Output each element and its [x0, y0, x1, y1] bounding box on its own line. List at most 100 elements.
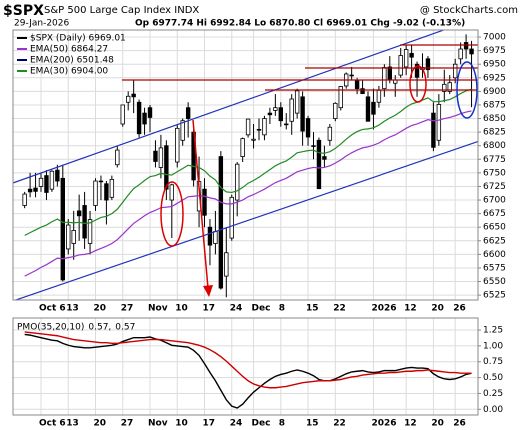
- legend-label: 0.57,: [88, 323, 111, 333]
- symbol: $SPX: [3, 3, 44, 19]
- candle-body: [180, 120, 185, 141]
- candle-body: [436, 104, 442, 141]
- candle-body: [169, 184, 174, 201]
- channel-lower: [13, 140, 478, 300]
- candle-body: [93, 180, 98, 206]
- y-tick-label: 6650: [483, 223, 506, 233]
- candle-body: [142, 112, 147, 125]
- candle-body: [452, 63, 458, 79]
- candle-body: [387, 66, 392, 81]
- x-tick-label: 20: [431, 304, 444, 314]
- candle-body: [267, 112, 273, 116]
- x-tick-label: 10: [175, 304, 188, 314]
- highlight-ellipse: [409, 65, 427, 103]
- series-line: [24, 110, 472, 277]
- x-tick-label: 17: [203, 304, 216, 314]
- plot-area: [24, 331, 472, 409]
- candle-body: [224, 252, 229, 277]
- candle-body: [98, 180, 104, 183]
- candle-body: [55, 169, 60, 182]
- series-line: [24, 333, 472, 409]
- legend-label: EMA(200) 6501.48: [30, 56, 114, 66]
- highlight-ellipse: [160, 181, 184, 247]
- candle-body: [322, 156, 327, 160]
- x-tick-label: 15: [306, 304, 319, 314]
- price-panel-frame: [12, 29, 479, 301]
- candle-body: [240, 138, 245, 157]
- x-tick-label: 8: [279, 304, 285, 314]
- source: @ StockCharts.com: [420, 5, 518, 16]
- x-tick-label: Dec: [252, 304, 271, 314]
- plot-area: [22, 34, 474, 298]
- x-tick-label: 26: [453, 304, 466, 314]
- candle-body: [284, 123, 289, 126]
- candle-body: [327, 126, 333, 141]
- candle-body: [409, 52, 414, 58]
- candle-body: [82, 205, 87, 239]
- y-tick-label: 0.00: [483, 405, 503, 415]
- x-tick-label: 13: [66, 419, 79, 429]
- candle-body: [273, 107, 278, 111]
- x-tick-label: 12: [404, 419, 417, 429]
- candle-body: [431, 112, 436, 148]
- y-tick-label: 0.25: [483, 389, 503, 399]
- candle-body: [147, 107, 153, 118]
- x-tick-label: 27: [121, 304, 134, 314]
- candle-body: [311, 145, 316, 147]
- x-tick-label: Nov: [148, 304, 168, 314]
- legend-label: EMA(30) 6904.00: [30, 67, 108, 77]
- candle-body: [49, 170, 55, 190]
- y-tick-label: 6725: [483, 182, 506, 192]
- candle-body: [289, 98, 294, 122]
- candle-body: [44, 175, 49, 193]
- y-tick-label: 6675: [483, 209, 506, 219]
- candle-body: [425, 58, 431, 71]
- candle-body: [27, 188, 33, 193]
- candle-body: [382, 67, 387, 90]
- candle-body: [175, 127, 180, 163]
- x-tick-label: 12: [404, 304, 417, 314]
- candle-body: [229, 196, 234, 239]
- y-tick-label: 0.75: [483, 357, 503, 367]
- panel-title: PMO(35,20,10): [17, 323, 84, 333]
- candle-body: [414, 63, 420, 78]
- x-tick-label: Dec: [252, 419, 271, 429]
- candle-body: [131, 93, 136, 98]
- candle-body: [76, 210, 82, 217]
- legend-label: 0.57: [115, 323, 135, 333]
- candle-body: [354, 80, 360, 90]
- candle-body: [185, 107, 191, 119]
- y-tick-label: 6925: [483, 73, 506, 83]
- y-tick-label: 6750: [483, 168, 506, 178]
- y-tick-label: 6900: [483, 87, 506, 97]
- candle-body: [87, 219, 93, 244]
- candle-body: [262, 118, 267, 136]
- candle-body: [202, 188, 207, 216]
- arrow-shaft: [192, 119, 209, 289]
- x-tick-label: 8: [279, 419, 285, 429]
- legend-label: EMA(50) 6864.27: [30, 45, 108, 55]
- channel-upper: [13, 30, 446, 184]
- quote: Op 6977.74 Hi 6992.84 Lo 6870.80 Cl 6969…: [135, 19, 465, 29]
- candle-body: [305, 118, 311, 138]
- x-tick-label: Oct 6: [39, 419, 66, 429]
- candle-body: [256, 129, 262, 131]
- candle-body: [234, 163, 240, 201]
- legend-label: $SPX (Daily) 6969.01: [30, 34, 126, 44]
- candle-body: [245, 118, 251, 136]
- candle-body: [109, 178, 115, 198]
- annotations: [13, 30, 478, 300]
- highlight-ellipse: [456, 61, 478, 119]
- candle-body: [153, 150, 158, 162]
- candle-body: [104, 183, 109, 201]
- pmo-panel-frame: [12, 317, 479, 416]
- y-tick-label: 6825: [483, 128, 506, 138]
- x-tick-label: 24: [230, 304, 243, 314]
- y-tick-label: 6575: [483, 263, 506, 273]
- x-tick-label: 15: [306, 419, 319, 429]
- candle-body: [349, 74, 354, 77]
- candle-body: [218, 156, 224, 289]
- y-tick-label: 6625: [483, 236, 506, 246]
- candle-body: [360, 88, 365, 94]
